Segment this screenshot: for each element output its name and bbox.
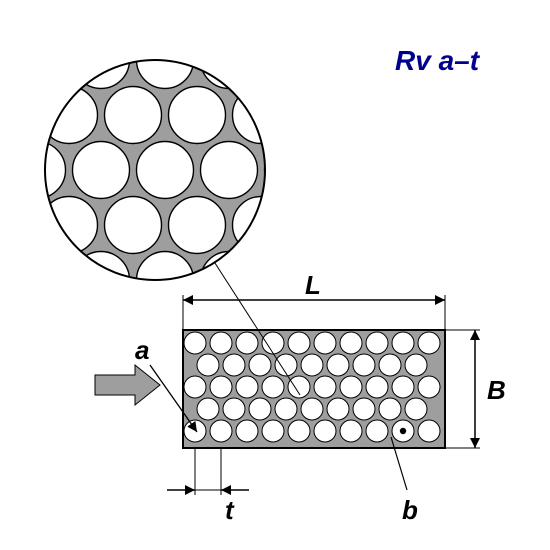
dim-label-L: L xyxy=(305,270,321,301)
title-text: Rv a–t xyxy=(395,45,479,77)
dim-label-a: a xyxy=(135,335,149,366)
dim-label-t: t xyxy=(225,495,234,526)
diagram-svg xyxy=(0,0,550,550)
dim-label-b: b xyxy=(402,495,418,526)
dim-label-B: B xyxy=(487,375,506,406)
diagram-stage: Rv a–t L B t a b xyxy=(0,0,550,550)
